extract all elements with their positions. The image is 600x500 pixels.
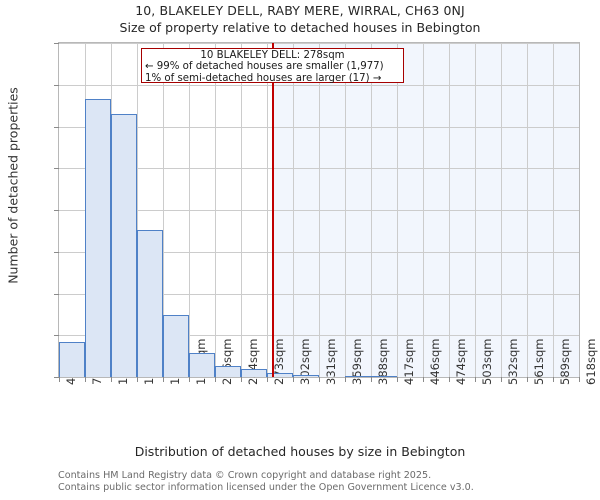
gridline-vertical (423, 43, 424, 377)
x-axis-tick (215, 377, 216, 382)
gridline-vertical (449, 43, 450, 377)
x-axis-tick-label: 388sqm (376, 338, 390, 385)
gridline-vertical (241, 43, 242, 377)
gridline-vertical (527, 43, 528, 377)
histogram-bar (215, 366, 241, 377)
x-axis-tick-label: 532sqm (506, 338, 520, 385)
x-axis-tick (553, 377, 554, 382)
x-axis-tick (163, 377, 164, 382)
x-axis-tick-label: 589sqm (558, 338, 572, 385)
y-axis-tick (54, 251, 59, 253)
page-title: 10, BLAKELEY DELL, RABY MERE, WIRRAL, CH… (135, 3, 465, 18)
property-marker-line (272, 43, 275, 377)
page-subtitle: Size of property relative to detached ho… (119, 20, 481, 35)
gridline-vertical (163, 43, 164, 377)
y-axis-tick (54, 126, 59, 128)
annotation-line-3: 1% of semi-detached houses are larger (1… (145, 72, 382, 84)
gridline-vertical (475, 43, 476, 377)
x-axis-tick (527, 377, 528, 382)
gridline-vertical (293, 43, 294, 377)
gridline-vertical (189, 43, 190, 377)
x-axis-title: Distribution of detached houses by size … (134, 444, 466, 459)
x-axis-tick (111, 377, 112, 382)
gridline-vertical (215, 43, 216, 377)
histogram-bar (267, 372, 293, 377)
y-axis-title: Number of detached properties (5, 87, 21, 284)
histogram-bar (371, 375, 397, 377)
x-axis-tick-label: 618sqm (584, 338, 598, 385)
gridline-vertical (371, 43, 372, 377)
x-axis-tick (293, 377, 294, 382)
y-axis-tick (54, 84, 59, 86)
annotation-line-1: 10 BLAKELEY DELL: 278sqm (200, 50, 345, 61)
x-axis-tick (579, 377, 580, 382)
x-axis-tick-label: 417sqm (402, 338, 416, 385)
x-axis-tick-label: 561sqm (532, 338, 546, 385)
x-axis-tick-label: 244sqm (246, 338, 260, 385)
gridline-vertical (553, 43, 554, 377)
gridline-vertical (397, 43, 398, 377)
y-axis-tick (54, 335, 59, 337)
y-axis-tick (54, 293, 59, 295)
annotation-line-2: ← 99% of detached houses are smaller (1,… (145, 61, 384, 73)
x-axis-tick (501, 377, 502, 382)
x-axis-tick (267, 377, 268, 382)
x-axis-tick (137, 377, 138, 382)
x-axis-tick-label: 216sqm (220, 338, 234, 385)
histogram-bar (241, 368, 267, 377)
gridline-vertical (345, 43, 346, 377)
histogram-bar (111, 113, 137, 377)
x-axis-tick (423, 377, 424, 382)
histogram-bar (85, 99, 111, 377)
gridline-vertical (501, 43, 502, 377)
histogram-bar (345, 375, 371, 377)
histogram-bar (293, 374, 319, 377)
histogram-bar (137, 230, 163, 377)
x-axis-tick (189, 377, 190, 382)
x-axis-tick (475, 377, 476, 382)
x-axis-tick-label: 446sqm (428, 338, 442, 385)
gridline-vertical (267, 43, 268, 377)
footer-line-2: Contains public sector information licen… (58, 481, 474, 493)
x-axis-tick-label: 503sqm (480, 338, 494, 385)
y-axis-tick (54, 210, 59, 211)
x-axis-tick (397, 377, 398, 382)
x-axis-tick (319, 377, 320, 382)
histogram-bar (189, 352, 215, 377)
footer-line-1: Contains HM Land Registry data © Crown c… (58, 470, 432, 481)
property-annotation-box: 10 BLAKELEY DELL: 278sqm ← 99% of detach… (141, 48, 404, 84)
histogram-bar (163, 315, 189, 377)
x-axis-tick-label: 359sqm (350, 338, 364, 385)
y-axis-tick (54, 377, 59, 378)
x-axis-tick-label: 302sqm (298, 338, 312, 385)
gridline-vertical (319, 43, 320, 377)
x-axis-tick (59, 377, 60, 382)
x-axis-tick (449, 377, 450, 382)
histogram-bar (59, 342, 85, 377)
footer-attribution: Contains HM Land Registry data © Crown c… (58, 470, 598, 493)
x-axis-tick (241, 377, 242, 382)
plot-area: 010020030040050060070080043sqm72sqm101sq… (54, 42, 598, 385)
x-axis-tick (85, 377, 86, 382)
x-axis-tick (345, 377, 346, 382)
x-axis-tick-label: 331sqm (324, 338, 338, 385)
x-axis-tick-label: 474sqm (454, 338, 468, 385)
gridline-vertical (137, 43, 138, 377)
x-axis-tick (371, 377, 372, 382)
y-axis-tick (54, 43, 59, 44)
y-axis-tick (54, 168, 59, 170)
